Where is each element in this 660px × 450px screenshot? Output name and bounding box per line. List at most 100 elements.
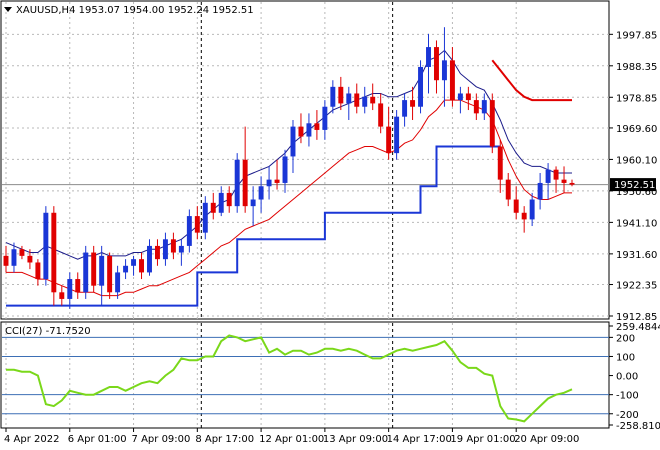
- candle-body: [362, 96, 368, 107]
- candle-body: [410, 100, 416, 107]
- candle-body: [569, 182, 575, 185]
- candle-body: [43, 212, 49, 280]
- candle-body: [473, 100, 479, 114]
- candle-body: [35, 262, 41, 280]
- candle-body: [418, 66, 424, 107]
- current-price-tag: 1952.51: [610, 178, 656, 192]
- candle-body: [497, 146, 503, 180]
- candle-body: [426, 47, 431, 67]
- candle-body: [298, 126, 304, 137]
- cci-series: [6, 334, 573, 423]
- time-tick-label: 8 Apr 17:00: [195, 434, 254, 445]
- candle-body: [162, 239, 168, 260]
- cci-tick-label: -200: [616, 410, 639, 421]
- time-axis: 4 Apr 2022 6 Apr 01:00 7 Apr 09:00 8 Apr 17…: [4, 428, 579, 445]
- cci-line: [6, 334, 573, 423]
- candle-body: [529, 199, 535, 220]
- candle-body: [258, 186, 264, 200]
- candle-body: [178, 245, 184, 253]
- time-tick-label: 19 Apr 01:00: [450, 434, 515, 445]
- cci-level-lines: [2, 336, 609, 415]
- candle-body: [394, 116, 400, 154]
- candle-body: [489, 100, 495, 147]
- candle-body: [234, 159, 240, 207]
- candle-body: [346, 93, 352, 104]
- price-tick-label: 1997.85: [616, 30, 657, 41]
- candle-body: [505, 179, 511, 200]
- candle-body: [537, 182, 543, 200]
- candle-body: [553, 169, 559, 180]
- resistance-line: [491, 59, 572, 102]
- cci-tick-label: 0.00: [616, 372, 638, 383]
- price-panel-frame: [0, 0, 610, 320]
- candle-body: [194, 216, 200, 233]
- candle-body: [99, 255, 105, 286]
- candle-body: [274, 179, 280, 183]
- candle-body: [354, 93, 360, 107]
- candle-body: [457, 93, 463, 101]
- candle-body: [370, 96, 376, 104]
- candle-body: [306, 123, 312, 137]
- candle-body: [330, 86, 336, 107]
- candle-body: [3, 255, 9, 266]
- candle-body: [561, 179, 567, 183]
- candle-body: [67, 279, 73, 299]
- time-tick-label: 14 Apr 17:00: [387, 434, 452, 445]
- price-tick-label: 1978.85: [616, 93, 657, 104]
- candle-body: [290, 126, 296, 157]
- candle-body: [386, 126, 392, 154]
- candle-body: [139, 259, 144, 273]
- cci-tick-label: 200: [616, 333, 635, 344]
- candle-body: [115, 272, 121, 293]
- candle-body: [513, 199, 519, 213]
- cci-tick-label: -100: [616, 391, 639, 402]
- candle-body: [314, 123, 320, 130]
- cci-header: CCI(27) -71.7520: [5, 326, 91, 337]
- candle-body: [465, 93, 471, 101]
- price-tick-label: 1922.35: [616, 281, 657, 292]
- candle-body: [481, 100, 487, 114]
- svg-text:1952.51: 1952.51: [614, 180, 655, 191]
- candle-body: [242, 159, 248, 207]
- candle-body: [218, 192, 224, 213]
- candle-body: [170, 239, 176, 253]
- candle-body: [441, 60, 447, 81]
- candle-body: [154, 245, 160, 260]
- candle-body: [210, 202, 216, 213]
- price-tick-label: 1950.60: [616, 187, 657, 198]
- candle-body: [378, 103, 384, 127]
- candle-body: [27, 255, 33, 263]
- candle-body: [91, 252, 97, 286]
- price-tick-label: 1988.35: [616, 62, 657, 73]
- price-tick-label: 1969.60: [616, 124, 657, 135]
- candle-body: [338, 86, 344, 104]
- candle-body: [186, 216, 192, 246]
- candle-body: [202, 202, 208, 233]
- candle-body: [226, 192, 232, 207]
- time-tick-label: 13 Apr 09:00: [323, 434, 388, 445]
- candle-body: [521, 212, 527, 220]
- time-tick-label: 20 Apr 09:00: [514, 434, 579, 445]
- candle-body: [19, 249, 25, 256]
- candle-body: [402, 100, 408, 117]
- symbol-header: XAUUSD,H4 1953.07 1954.00 1952.24 1952.5…: [16, 5, 254, 16]
- candle-body: [147, 245, 152, 273]
- price-tick-label: 1941.10: [616, 218, 657, 229]
- trailing-stop-line: [6, 145, 501, 307]
- cci-tick-label: -258.8102: [616, 421, 660, 432]
- candle-body: [449, 60, 455, 101]
- cci-tick-label: 259.4844: [616, 322, 660, 333]
- time-tick-label: 4 Apr 2022: [4, 434, 59, 445]
- upper-band-line: [5, 49, 572, 260]
- symbol-dropdown-icon[interactable]: [4, 7, 12, 12]
- candle-body: [131, 259, 137, 266]
- candle-body: [434, 47, 439, 81]
- time-tick-label: 6 Apr 01:00: [68, 434, 127, 445]
- price-tick-label: 1912.85: [616, 312, 657, 323]
- candle-body: [59, 292, 65, 299]
- candle-body: [266, 179, 272, 187]
- chart-grid: [2, 2, 609, 428]
- cci-tick-label: 100: [616, 352, 635, 363]
